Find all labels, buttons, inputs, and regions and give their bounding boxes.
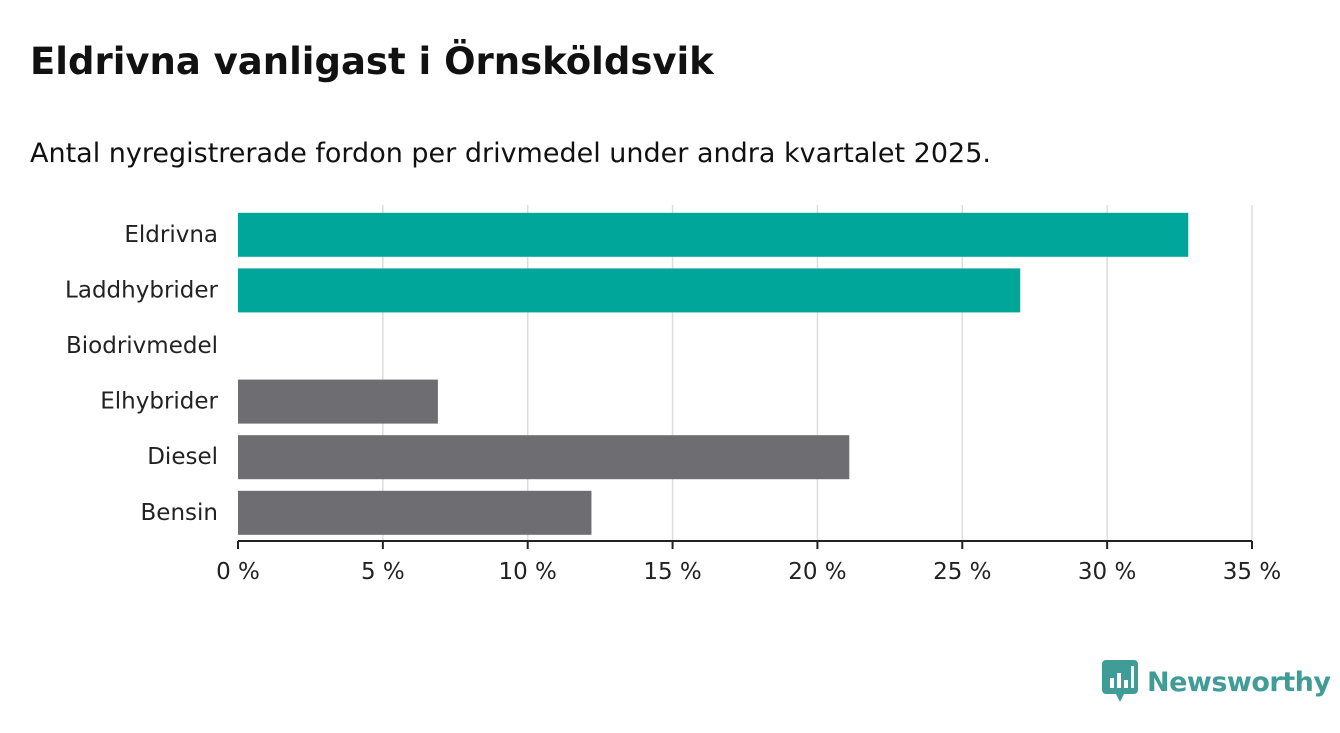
category-label: Eldrivna	[124, 222, 218, 248]
bar	[238, 268, 1021, 313]
x-tick-label: 0 %	[216, 559, 260, 585]
chart-subtitle: Antal nyregistrerade fordon per drivmede…	[30, 138, 991, 169]
category-label: Diesel	[147, 444, 218, 470]
brand-name: Newsworthy	[1147, 666, 1331, 698]
bar	[238, 490, 592, 535]
bar	[238, 435, 850, 480]
x-tick-label: 20 %	[788, 559, 846, 585]
x-tick-label: 10 %	[498, 559, 556, 585]
newsworthy-logo: Newsworthy	[1102, 660, 1331, 704]
bar-chart: Eldrivna Laddhybrider Biodrivmedel Elhybrid…	[65, 205, 1281, 585]
x-tick-label: 5 %	[361, 559, 405, 585]
bar	[238, 379, 438, 424]
x-tick-label: 35 %	[1223, 559, 1281, 585]
bar	[238, 212, 1189, 257]
category-label: Laddhybrider	[65, 277, 218, 303]
x-tick-label: 25 %	[933, 559, 991, 585]
x-tick-label: 30 %	[1078, 559, 1136, 585]
chart-title: Eldrivna vanligast i Örnsköldsvik	[30, 40, 714, 83]
bar-chart-speech-bubble-icon	[1102, 660, 1138, 702]
category-label: Elhybrider	[100, 389, 218, 415]
category-label: Biodrivmedel	[66, 333, 218, 359]
x-tick-label: 15 %	[643, 559, 701, 585]
category-label: Bensin	[141, 500, 218, 526]
